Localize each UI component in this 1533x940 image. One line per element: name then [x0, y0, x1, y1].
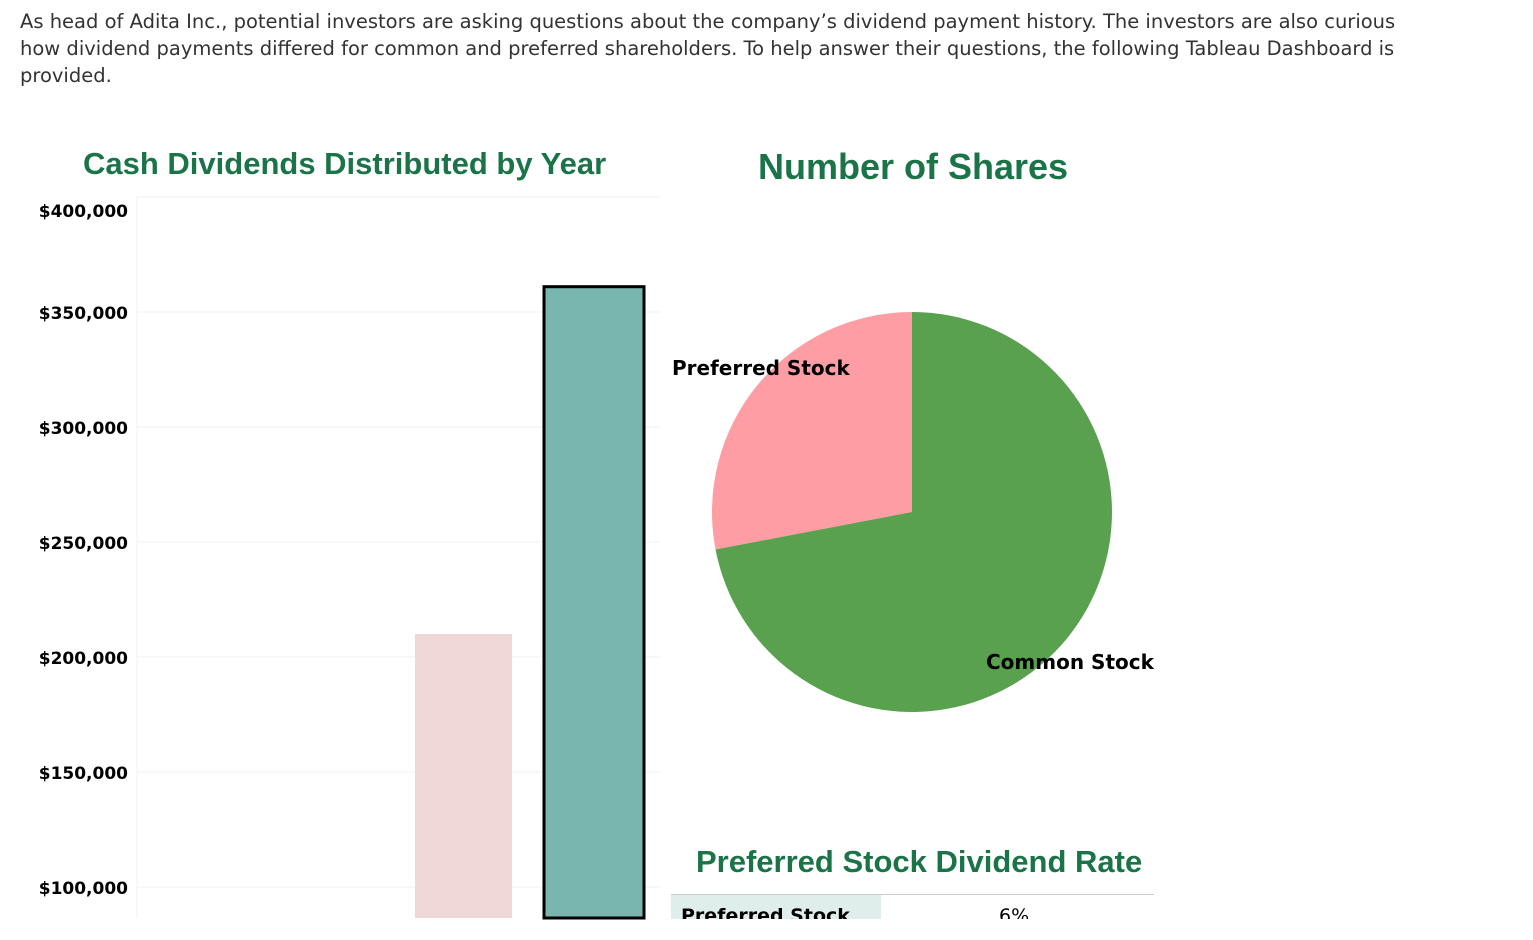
y-tick-label: $200,000: [39, 649, 128, 669]
intro-text: As head of Adita Inc., potential investo…: [20, 10, 1396, 87]
bar-chart-title: Cash Dividends Distributed by Year: [83, 146, 607, 181]
table-title: Preferred Stock Dividend Rate: [696, 844, 1143, 879]
y-tick-label: $250,000: [39, 534, 128, 554]
bar: [542, 285, 646, 920]
pie-label: Common Stock: [986, 650, 1155, 674]
y-tick-label: $400,000: [39, 202, 128, 222]
pie-slice: [715, 312, 1112, 713]
pie-chart-title: Number of Shares: [758, 146, 1069, 187]
y-tick-label: $300,000: [39, 419, 128, 439]
table-row-label: Preferred Stock: [671, 895, 881, 919]
y-tick-label: $100,000: [39, 879, 128, 899]
bar: [415, 634, 512, 918]
dividend-rate-table: Preferred Stock 6%: [671, 894, 1154, 919]
pie-slice: [712, 312, 912, 550]
pie-label: Preferred Stock: [672, 356, 850, 380]
y-tick-label: $350,000: [39, 304, 128, 324]
y-tick-label: $150,000: [39, 764, 128, 784]
table-row-value: 6%: [999, 905, 1030, 919]
